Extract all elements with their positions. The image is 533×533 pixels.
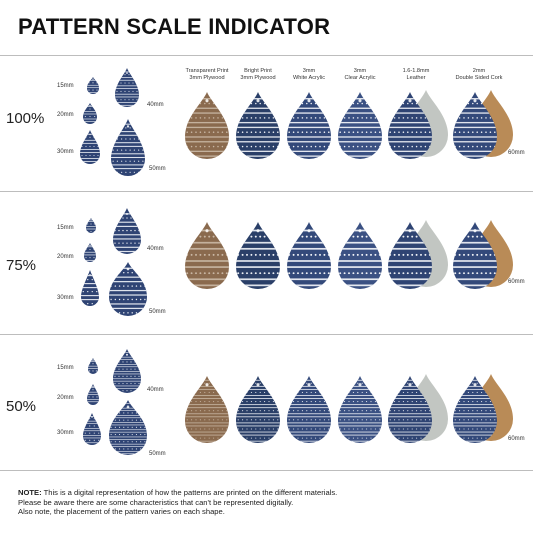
material-sample-0 [184, 92, 230, 159]
earring-50mm [108, 262, 148, 316]
material-sample-2 [286, 376, 332, 443]
earring-15mm [86, 77, 100, 94]
material-sample-2 [286, 222, 332, 289]
material-sample-2 [286, 92, 332, 159]
earring-20mm [86, 384, 100, 405]
earring-50mm [108, 400, 148, 455]
note-text-2: Please be aware there are some character… [18, 498, 518, 508]
earring-20mm [82, 103, 98, 124]
material-sample-3 [337, 376, 383, 443]
earring-40mm [114, 68, 140, 107]
earring-15mm [85, 218, 97, 233]
earring-50mm [110, 119, 146, 176]
material-sample-1 [235, 222, 281, 289]
earring-30mm [79, 130, 101, 164]
material-sample-1 [235, 376, 281, 443]
note-text-1: This is a digital representation of how … [44, 488, 338, 497]
note-line1: NOTE: This is a digital representation o… [18, 488, 518, 498]
earring-15mm [87, 358, 99, 374]
material-sample-0 [184, 222, 230, 289]
earring-40mm [112, 208, 142, 254]
earring-30mm [82, 413, 102, 445]
earring-20mm [83, 243, 97, 262]
note-text-3: Also note, the placement of the pattern … [18, 507, 518, 517]
note-block: NOTE: This is a digital representation o… [18, 488, 518, 517]
material-sample-0 [184, 376, 230, 443]
earring-40mm [112, 349, 142, 393]
note-label: NOTE: [18, 488, 42, 497]
material-sample-1 [235, 92, 281, 159]
earring-30mm [80, 270, 100, 306]
material-sample-3 [337, 92, 383, 159]
material-sample-3 [337, 222, 383, 289]
